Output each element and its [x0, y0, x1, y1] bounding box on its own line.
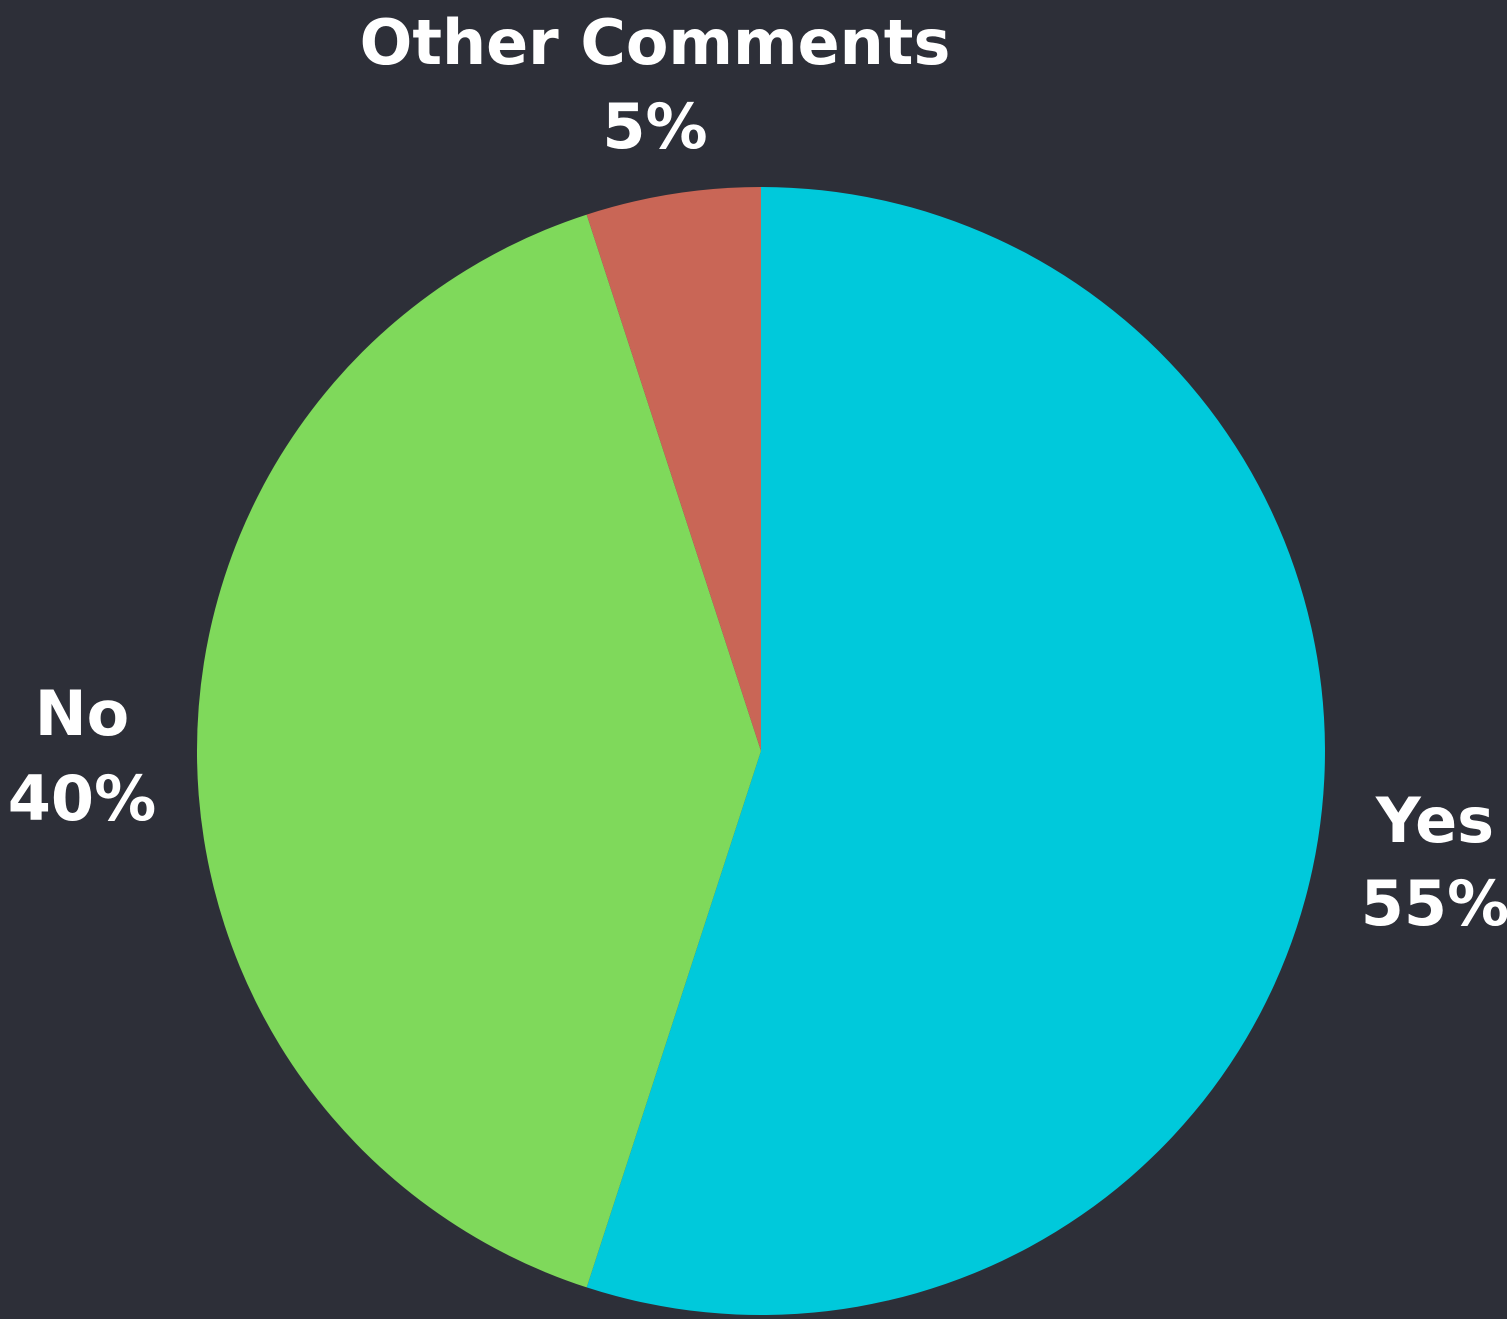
slice-label-yes: Yes: [1375, 784, 1494, 857]
pie-slices: [196, 187, 1325, 1316]
slice-value-no: 40%: [8, 762, 156, 835]
slice-value-yes: 55%: [1361, 867, 1507, 940]
pie-labels: Yes 55% No 40% Other Comments 5%: [8, 6, 1507, 940]
pie-slice-other-comments: [586, 187, 761, 751]
pie-slice-no: [196, 214, 761, 1288]
pie-slice-yes: [586, 187, 1325, 1316]
slice-label-no: No: [35, 677, 129, 750]
slice-value-other-comments: 5%: [602, 90, 707, 163]
slice-label-other-comments: Other Comments: [360, 6, 951, 79]
